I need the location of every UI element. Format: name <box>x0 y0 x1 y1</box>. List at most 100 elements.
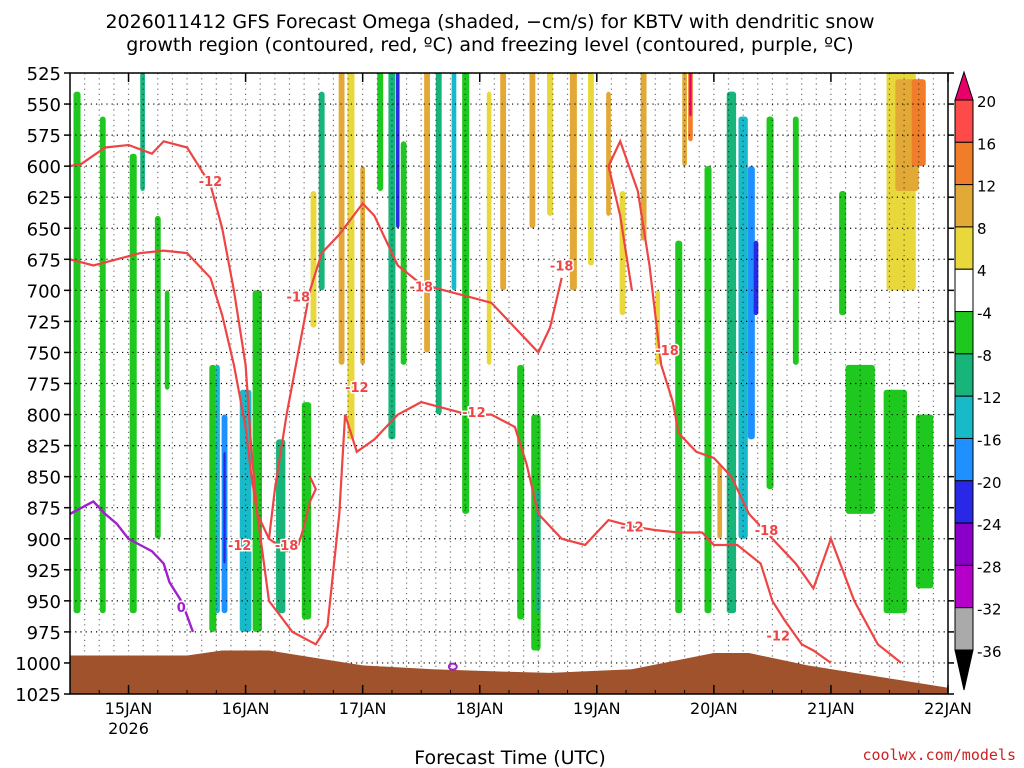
omega-patch-24 <box>435 73 442 415</box>
colorbar-swatch <box>954 437 974 482</box>
y-tick-label: 825 <box>27 437 61 458</box>
y-tick-label: 1025 <box>15 685 61 706</box>
colorbar-label: 16 <box>977 135 996 153</box>
colorbar-label: -4 <box>977 305 992 323</box>
colorbar-swatch <box>954 311 974 355</box>
omega-patch-51 <box>792 116 799 365</box>
omega-patch-12 <box>276 439 286 614</box>
colorbar-swatch <box>954 607 974 651</box>
y-tick-label: 775 <box>27 375 61 396</box>
colorbar-swatch <box>954 99 974 143</box>
y-tick-label: 650 <box>27 219 61 240</box>
y-tick-label: 975 <box>27 623 61 644</box>
freezing-level-blob <box>447 662 458 671</box>
omega-patch-36 <box>606 91 611 216</box>
colorbar-swatch <box>954 564 974 609</box>
colorbar-top-arrow <box>954 70 974 101</box>
dgz-contour-2 <box>267 201 563 539</box>
omega-patch-40 <box>675 240 683 614</box>
y-tick-label: 875 <box>27 499 61 520</box>
colorbar-swatch <box>954 226 974 270</box>
y-tick-label: 925 <box>27 561 61 582</box>
omega-patch-14 <box>310 190 317 328</box>
y-tick-label: 575 <box>27 126 61 147</box>
colorbar-label: -20 <box>977 474 1002 492</box>
dgz-contour-label: -18 <box>275 539 299 554</box>
axes: 525 550 575 600 625 650 675 700 725 750 775 800 825 8… <box>15 64 972 738</box>
x-tick-label: 19JAN <box>573 699 621 718</box>
omega-patch-25 <box>451 73 457 291</box>
colorbar-label: -24 <box>977 516 1002 534</box>
dgz-contour-label: -18 <box>655 344 679 359</box>
colorbar-swatch <box>954 141 974 186</box>
omega-patch-35 <box>588 73 594 266</box>
omega-patch-38 <box>640 73 647 241</box>
omega-patch-1 <box>99 116 106 614</box>
x-tick-label: 16JAN <box>222 699 270 718</box>
omega-patch-26 <box>462 73 470 514</box>
colorbar-label: 4 <box>977 262 987 280</box>
colorbar-label: -8 <box>977 347 992 365</box>
x-tick-label: 15JAN <box>105 699 153 718</box>
dgz-contour-label: -18 <box>550 260 574 275</box>
dgz-contour-label: -18 <box>755 524 779 539</box>
omega-patch-11 <box>252 290 262 632</box>
y-tick-label: 700 <box>27 281 61 302</box>
colorbar-label: 8 <box>977 220 987 238</box>
omega-patch-33 <box>547 73 553 216</box>
freezing-level-contour <box>70 500 195 633</box>
omega-patch-4 <box>154 215 161 539</box>
x-tick-label: 20JAN <box>690 699 738 718</box>
colorbar-label: -28 <box>977 558 1002 576</box>
dgz-contour-3 <box>607 138 902 664</box>
y-tick-label: 725 <box>27 312 61 333</box>
dgz-contour-label: -12 <box>345 381 369 396</box>
x-tick-sublabel: 2026 <box>108 719 149 738</box>
omega-patch-27 <box>486 91 492 365</box>
colorbar-swatch <box>954 353 974 397</box>
dgz-contour-label: -12 <box>462 406 486 421</box>
colorbar: 20 16 12 8 4 -4 -8 -12 -16 -20 -24 -28 -32 -36 <box>954 70 1002 691</box>
x-tick-label: 22JAN <box>924 699 972 718</box>
dgz-contour-0 <box>70 140 832 664</box>
omega-patch-29 <box>517 364 525 620</box>
omega-patch-32 <box>529 73 536 229</box>
omega-patch-54 <box>883 389 908 614</box>
omega-patch-0 <box>73 91 81 614</box>
y-tick-label: 625 <box>27 188 61 209</box>
omega-patch-23 <box>424 73 430 353</box>
omega-patch-21 <box>396 73 400 229</box>
omega-patch-49 <box>753 240 759 316</box>
colorbar-swatch <box>954 522 974 566</box>
y-tick-label: 1000 <box>15 654 61 675</box>
omega-patch-31 <box>535 489 541 614</box>
omega-patch-44 <box>704 166 712 614</box>
omega-patch-16 <box>338 73 345 365</box>
omega-patch-41 <box>682 73 687 167</box>
y-tick-label: 800 <box>27 406 61 427</box>
omega-patch-37 <box>619 190 626 316</box>
x-tick-label: 18JAN <box>456 699 504 718</box>
colorbar-swatch <box>954 268 974 313</box>
colorbar-label: -16 <box>977 431 1002 449</box>
plot-inner: -12 -18 -12 -18 -12 -18 -12 -18 -18 -12 -12 -18 0 <box>70 73 948 694</box>
y-tick-label: 675 <box>27 250 61 271</box>
dgz-contour-label: -18 <box>409 281 433 296</box>
credit-text: coolwx.com/models <box>862 746 1016 764</box>
omega-patch-9 <box>223 451 226 564</box>
omega-patch-17 <box>347 73 355 440</box>
omega-patch-22 <box>400 141 407 365</box>
omega-patch-6 <box>209 364 217 632</box>
dgz-contour-label: -12 <box>767 630 791 645</box>
colorbar-label: -32 <box>977 601 1002 619</box>
omega-patch-52 <box>839 190 847 316</box>
y-tick-label: 550 <box>27 95 61 116</box>
dgz-contour-label: -12 <box>199 175 223 190</box>
omega-patch-58 <box>911 79 926 167</box>
terrain-fill <box>70 650 948 694</box>
dgz-contour-label: -12 <box>620 520 644 535</box>
omega-patch-34 <box>569 73 577 291</box>
y-tick-label: 525 <box>27 64 61 85</box>
dgz-contour-label: -18 <box>287 291 311 306</box>
